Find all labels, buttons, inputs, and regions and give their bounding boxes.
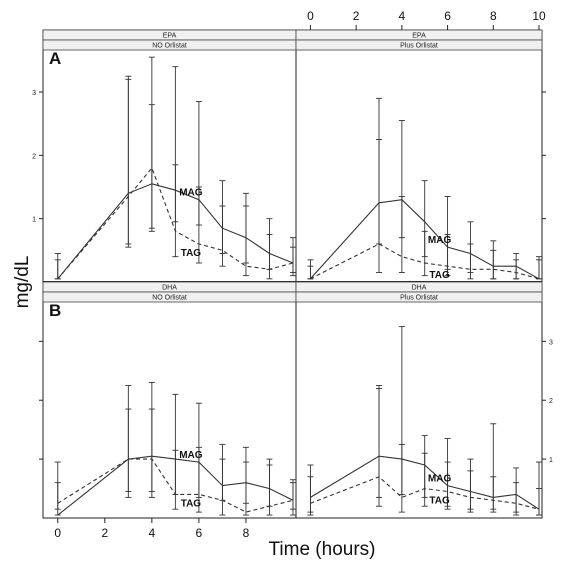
x-tick-label-top-8: 8 [490, 9, 497, 23]
error-bar-dha-plus-tag-0 [307, 476, 314, 516]
error-bar-dha-plus-tag-8 [536, 488, 542, 516]
series-line-dha-plus-tag [310, 476, 540, 510]
error-bar-epa-no-tag-1 [125, 78, 132, 248]
error-bar-dha-no-tag-1 [125, 408, 132, 498]
x-tick-label-bottom-6: 6 [196, 526, 203, 540]
error-bar-epa-plus-tag-4 [444, 234, 451, 277]
series-label-dha-plus-tag: TAG [429, 496, 450, 507]
y-tick-label-right-3: 3 [549, 339, 553, 346]
strip-label-dha-plus-top: DHA [412, 285, 427, 292]
y-axis-title: mg/dL [12, 256, 33, 309]
error-bar-dha-no-tag-2 [148, 408, 155, 498]
series-label-epa-no-tag: TAG [181, 248, 202, 259]
strip-label-epa-no-bottom: NO Orlistat [152, 43, 187, 50]
error-bar-epa-no-tag-5 [219, 205, 226, 267]
strip-label-dha-plus-bottom: Plus Orlistat [400, 295, 438, 302]
panel-letter-A: A [49, 49, 61, 68]
error-bar-dha-plus-tag-5 [467, 470, 474, 513]
error-bar-epa-plus-tag-2 [398, 196, 405, 273]
error-bar-epa-plus-tag-6 [490, 249, 497, 280]
x-tick-label-top-2: 2 [353, 9, 360, 23]
error-bar-dha-plus-tag-6 [490, 476, 497, 513]
error-bar-epa-no-tag-8 [290, 246, 296, 277]
x-tick-label-bottom-4: 4 [149, 526, 156, 540]
error-bar-dha-plus-tag-4 [444, 461, 451, 510]
series-label-dha-plus-mag: MAG [428, 474, 452, 485]
error-bar-dha-plus-tag-3 [421, 452, 428, 507]
error-bar-epa-no-tag-2 [148, 104, 155, 232]
error-bar-epa-plus-tag-3 [421, 230, 428, 277]
x-tick-label-bottom-0: 0 [54, 526, 61, 540]
strip-label-epa-plus-top: EPA [412, 33, 426, 40]
error-bar-epa-no-tag-3 [172, 164, 179, 258]
series-label-dha-no-tag: TAG [181, 498, 202, 509]
strip-label-dha-no-top: DHA [162, 285, 177, 292]
y-tick-label-right-2: 2 [549, 398, 553, 405]
error-bar-epa-no-tag-6 [242, 205, 249, 277]
error-bar-dha-no-tag-8 [290, 482, 296, 516]
error-bar-dha-plus-tag-7 [513, 482, 520, 516]
strip-label-dha-no-bottom: NO Orlistat [152, 295, 187, 302]
error-bar-dha-no-tag-6 [242, 461, 249, 516]
error-bar-dha-no-tag-3 [172, 449, 179, 510]
error-bar-epa-no-tag-7 [266, 234, 273, 280]
series-label-dha-no-mag: MAG [179, 450, 203, 461]
x-tick-label-top-6: 6 [444, 9, 451, 23]
error-bar-dha-no-tag-5 [219, 458, 226, 516]
error-bar-epa-no-tag-4 [195, 186, 202, 264]
x-tick-label-bottom-2: 2 [101, 526, 108, 540]
series-label-epa-plus-mag: MAG [428, 235, 452, 246]
strip-label-epa-plus-bottom: Plus Orlistat [400, 43, 438, 50]
y-tick-label-left-3: 3 [32, 90, 36, 97]
x-tick-label-bottom-8: 8 [243, 526, 250, 540]
error-bar-dha-no-tag-4 [195, 446, 202, 513]
x-tick-label-top-0: 0 [307, 9, 314, 23]
error-bar-epa-no-tag-0 [54, 259, 61, 280]
error-bar-dha-no-tag-0 [54, 482, 61, 510]
strip-epa-plus-bottom [295, 39, 543, 51]
x-axis-title: Time (hours) [269, 539, 376, 560]
panel-letter-B: B [49, 301, 61, 320]
error-bar-epa-plus-tag-8 [536, 259, 542, 280]
series-label-epa-plus-tag: TAG [429, 270, 450, 281]
strip-label-epa-no-top: EPA [163, 33, 177, 40]
error-bar-dha-plus-tag-1 [376, 387, 382, 507]
strip-dha-plus-bottom [295, 291, 543, 303]
error-bar-epa-plus-tag-7 [513, 259, 520, 280]
y-tick-label-left-2: 2 [32, 153, 36, 160]
error-bar-epa-plus-tag-0 [307, 265, 314, 280]
error-bar-epa-plus-tag-1 [376, 139, 382, 273]
error-bar-dha-no-tag-7 [266, 464, 273, 516]
x-tick-label-top-10: 10 [532, 9, 546, 23]
x-tick-label-top-4: 4 [399, 9, 406, 23]
series-line-dha-no-tag [57, 458, 294, 513]
y-tick-label-right-1: 1 [549, 457, 553, 464]
error-bar-dha-plus-tag-2 [398, 443, 405, 513]
series-label-epa-no-mag: MAG [179, 188, 203, 199]
y-tick-label-left-1: 1 [32, 217, 36, 224]
error-bar-epa-plus-tag-5 [467, 243, 474, 280]
